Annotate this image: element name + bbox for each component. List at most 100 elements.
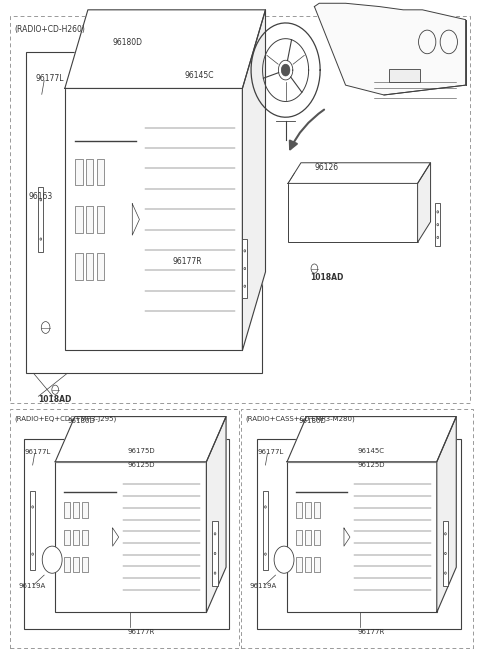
Text: 96177R: 96177R: [173, 257, 203, 267]
Polygon shape: [65, 10, 265, 88]
Circle shape: [244, 285, 246, 288]
Bar: [75, 253, 83, 280]
Polygon shape: [314, 3, 466, 95]
Text: 96177R: 96177R: [127, 629, 155, 635]
Bar: [73, 557, 79, 572]
Circle shape: [42, 546, 62, 573]
Text: 96163: 96163: [29, 192, 53, 201]
Circle shape: [244, 267, 246, 270]
Polygon shape: [418, 163, 431, 242]
Bar: [97, 159, 104, 185]
Circle shape: [40, 238, 42, 240]
Text: 96177L: 96177L: [25, 449, 51, 455]
Text: 96145C: 96145C: [185, 71, 214, 80]
Text: 96125D: 96125D: [127, 462, 155, 468]
Circle shape: [311, 264, 318, 273]
Text: 96119A: 96119A: [250, 583, 277, 590]
Bar: [86, 206, 93, 233]
Bar: [64, 557, 71, 572]
Bar: [83, 502, 88, 517]
Bar: [38, 187, 44, 252]
Bar: [64, 502, 71, 517]
Bar: [305, 557, 311, 572]
Bar: [314, 557, 320, 572]
Bar: [83, 529, 88, 545]
Bar: [314, 529, 320, 545]
Text: 1018AD: 1018AD: [38, 395, 72, 404]
Text: 96180D: 96180D: [298, 417, 326, 424]
Text: 96177R: 96177R: [358, 629, 385, 635]
Text: 96119A: 96119A: [18, 583, 46, 590]
Bar: [26, 52, 262, 373]
Text: 96177L: 96177L: [35, 74, 63, 83]
Bar: [65, 88, 242, 350]
Bar: [75, 206, 83, 233]
Circle shape: [32, 506, 34, 508]
Text: 1018AD: 1018AD: [310, 272, 343, 282]
Circle shape: [444, 533, 446, 535]
Bar: [287, 462, 437, 612]
Bar: [263, 491, 268, 570]
Polygon shape: [206, 417, 226, 612]
Text: 96180D: 96180D: [112, 38, 142, 47]
Circle shape: [214, 552, 216, 555]
Circle shape: [437, 236, 439, 238]
Bar: [30, 491, 36, 570]
Bar: [242, 239, 248, 298]
Polygon shape: [55, 417, 226, 462]
Text: (RADIO+EQ+CDC+MP3-J295): (RADIO+EQ+CDC+MP3-J295): [14, 416, 117, 422]
Polygon shape: [288, 163, 431, 183]
Text: 96175D: 96175D: [127, 447, 155, 454]
Circle shape: [264, 506, 266, 508]
Polygon shape: [437, 417, 456, 612]
Circle shape: [281, 64, 290, 76]
Bar: [296, 557, 302, 572]
Bar: [97, 206, 104, 233]
Text: (RADIO+CD-H260): (RADIO+CD-H260): [14, 25, 85, 34]
Circle shape: [444, 572, 446, 574]
Circle shape: [264, 553, 266, 555]
Text: 96177L: 96177L: [258, 449, 284, 455]
Bar: [55, 462, 206, 612]
Bar: [212, 521, 218, 586]
Text: 96125D: 96125D: [358, 462, 385, 468]
Bar: [10, 409, 239, 648]
Bar: [296, 529, 302, 545]
Bar: [24, 439, 229, 629]
Bar: [314, 502, 320, 517]
Bar: [443, 521, 448, 586]
Bar: [305, 529, 311, 545]
Circle shape: [444, 552, 446, 555]
Bar: [257, 439, 461, 629]
Circle shape: [274, 546, 294, 573]
Bar: [296, 502, 302, 517]
Bar: [83, 557, 88, 572]
Bar: [97, 253, 104, 280]
Circle shape: [437, 211, 439, 213]
Bar: [86, 253, 93, 280]
Text: 96180D: 96180D: [68, 417, 96, 424]
Bar: [73, 502, 79, 517]
Text: (RADIO+CASS+CD+MP3-M280): (RADIO+CASS+CD+MP3-M280): [246, 416, 356, 422]
Bar: [389, 69, 420, 82]
Bar: [305, 502, 311, 517]
Bar: [86, 159, 93, 185]
Circle shape: [52, 385, 59, 394]
Bar: [73, 529, 79, 545]
Text: 96126: 96126: [314, 162, 338, 172]
Text: 96145C: 96145C: [358, 447, 384, 454]
Bar: [10, 16, 470, 403]
Bar: [64, 529, 71, 545]
Circle shape: [437, 223, 439, 226]
Polygon shape: [242, 10, 265, 350]
Polygon shape: [287, 417, 456, 462]
Circle shape: [40, 198, 42, 201]
Circle shape: [32, 553, 34, 555]
Circle shape: [41, 322, 50, 333]
Bar: [241, 409, 473, 648]
Bar: [435, 203, 441, 246]
Circle shape: [214, 533, 216, 535]
Bar: [75, 159, 83, 185]
Circle shape: [244, 250, 246, 252]
Bar: [288, 183, 418, 242]
